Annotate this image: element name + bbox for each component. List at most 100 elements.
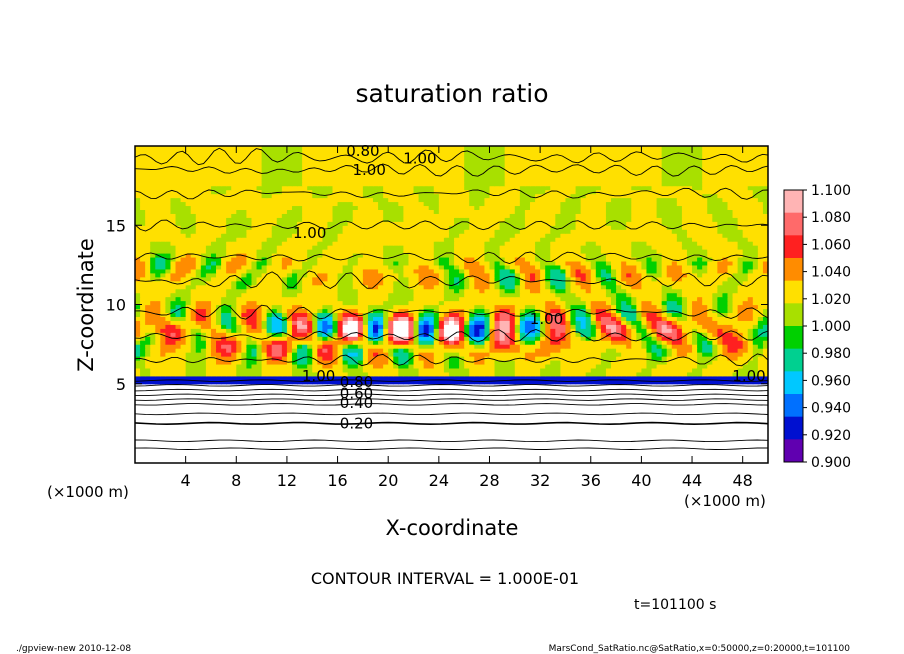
field-cell xyxy=(271,284,278,290)
field-cell xyxy=(373,241,379,246)
field-cell xyxy=(448,308,455,314)
field-cell xyxy=(388,233,394,238)
field-cell xyxy=(580,256,587,262)
field-cell xyxy=(499,375,506,381)
field-cell xyxy=(737,304,744,310)
field-cell xyxy=(702,344,708,349)
field-cell xyxy=(317,340,323,345)
field-cell xyxy=(327,272,334,278)
field-cell xyxy=(236,359,242,365)
field-cell xyxy=(281,272,288,278)
field-cell xyxy=(702,292,708,298)
field-cell xyxy=(454,308,460,314)
field-cell xyxy=(600,359,607,365)
field-cell xyxy=(210,304,217,310)
field-cell xyxy=(413,276,420,282)
field-cell xyxy=(150,264,156,270)
field-cell xyxy=(464,272,470,278)
field-cell xyxy=(200,316,207,321)
field-cell xyxy=(636,296,642,302)
field-cell xyxy=(271,344,278,349)
field-cell xyxy=(535,312,541,317)
field-cell xyxy=(322,296,329,302)
field-cell xyxy=(519,352,526,357)
field-cell xyxy=(590,320,597,325)
field-cell xyxy=(636,256,642,262)
field-cell xyxy=(757,308,764,314)
field-cell xyxy=(646,359,653,365)
field-cell xyxy=(646,256,653,262)
field-cell xyxy=(712,272,718,278)
field-cell xyxy=(747,284,754,290)
field-cell xyxy=(140,359,146,365)
field-cell xyxy=(621,241,627,246)
field-cell xyxy=(686,359,693,365)
field-cell xyxy=(762,229,768,234)
field-cell xyxy=(479,308,486,314)
field-cell xyxy=(438,356,445,361)
field-cell xyxy=(317,328,323,333)
field-cell xyxy=(256,328,263,333)
field-cell xyxy=(398,375,404,381)
field-cell xyxy=(464,348,470,353)
field-cell xyxy=(727,233,734,238)
field-cell xyxy=(216,245,222,250)
field-cell xyxy=(732,352,739,357)
field-cell xyxy=(205,371,212,377)
field-cell xyxy=(433,363,440,369)
field-cell xyxy=(256,288,263,294)
field-cell xyxy=(256,312,263,317)
field-cell xyxy=(737,260,744,266)
field-cell xyxy=(200,320,207,325)
field-cell xyxy=(692,375,698,381)
field-cell xyxy=(595,241,602,246)
field-cell xyxy=(251,340,258,345)
field-cell xyxy=(479,340,486,345)
field-cell xyxy=(509,268,516,274)
field-cell xyxy=(352,249,359,254)
field-cell xyxy=(271,308,278,314)
field-cell xyxy=(747,260,754,266)
field-cell xyxy=(307,245,313,250)
field-cell xyxy=(281,256,288,262)
field-cell xyxy=(347,320,354,325)
field-cell xyxy=(686,320,693,325)
field-cell xyxy=(692,367,698,373)
field-cell xyxy=(221,241,227,246)
field-cell xyxy=(479,359,486,365)
field-cell xyxy=(302,367,308,373)
field-cell xyxy=(367,332,374,337)
field-cell xyxy=(443,356,450,361)
field-cell xyxy=(236,272,242,278)
field-cell xyxy=(621,308,627,314)
field-cell xyxy=(327,375,334,381)
field-cell xyxy=(494,359,501,365)
field-cell xyxy=(165,328,172,333)
field-cell xyxy=(529,375,536,381)
field-cell xyxy=(692,260,698,266)
field-cell xyxy=(165,324,172,329)
field-cell xyxy=(692,352,698,357)
field-cell xyxy=(747,344,754,349)
field-cell xyxy=(752,245,759,250)
field-cell xyxy=(327,256,334,262)
field-cell xyxy=(170,352,177,357)
field-cell xyxy=(580,304,587,310)
field-cell xyxy=(590,363,597,369)
field-cell xyxy=(722,308,729,314)
field-cell xyxy=(418,276,425,282)
field-cell xyxy=(448,320,455,325)
field-cell xyxy=(291,367,298,373)
field-cell xyxy=(180,324,187,329)
field-cell xyxy=(221,332,227,337)
field-cell xyxy=(742,300,749,306)
field-cell xyxy=(347,304,354,310)
field-cell xyxy=(312,237,318,242)
field-cell xyxy=(742,264,749,270)
field-cell xyxy=(428,260,435,266)
field-cell xyxy=(286,316,293,321)
field-cell xyxy=(413,237,420,242)
field-cell xyxy=(443,332,450,337)
field-cell xyxy=(646,356,653,361)
field-cell xyxy=(418,316,425,321)
